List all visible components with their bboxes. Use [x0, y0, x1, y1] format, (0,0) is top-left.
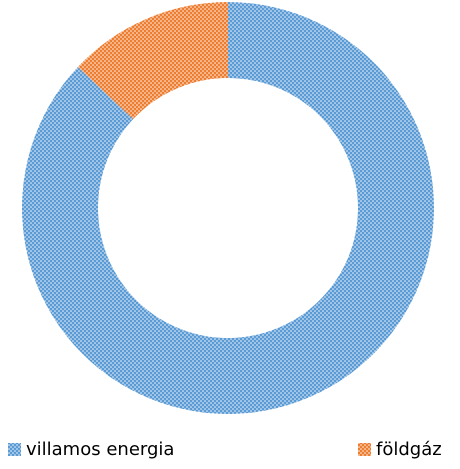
- donut-segment: [77, 2, 229, 120]
- legend-label: villamos energia: [26, 439, 174, 460]
- legend-swatch: [358, 443, 371, 456]
- donut-segment: [21, 2, 434, 414]
- legend-swatch: [8, 443, 21, 456]
- legend-label: földgáz: [376, 439, 442, 460]
